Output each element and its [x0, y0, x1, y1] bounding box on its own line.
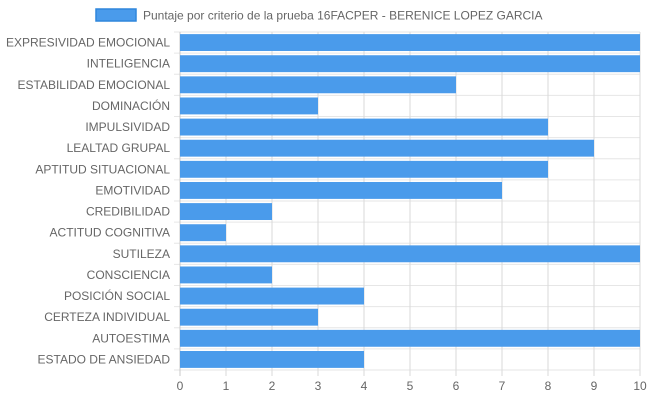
bar[interactable] [180, 287, 364, 305]
category-label: IMPULSIVIDAD [85, 120, 170, 134]
x-tick-label: 6 [453, 379, 460, 393]
bar[interactable] [180, 181, 502, 199]
bar[interactable] [180, 97, 318, 115]
category-label: ESTADO DE ANSIEDAD [38, 352, 171, 366]
bar[interactable] [180, 224, 226, 242]
bar[interactable] [180, 350, 364, 368]
x-tick-label: 5 [407, 379, 414, 393]
x-axis-tick-labels: 0 1 2 3 4 5 6 7 8 9 10 [177, 379, 647, 393]
category-label: ESTABILIDAD EMOCIONAL [18, 78, 171, 92]
bar[interactable] [180, 245, 640, 263]
category-label: CREDIBILIDAD [86, 205, 170, 219]
bar[interactable] [180, 308, 318, 326]
category-label: LEALTAD GRUPAL [67, 141, 171, 155]
x-tick-label: 7 [499, 379, 506, 393]
legend[interactable]: Puntaje por criterio de la prueba 16FACP… [95, 8, 543, 23]
bars [180, 34, 640, 368]
x-tick-label: 10 [633, 379, 647, 393]
x-tick-label: 4 [361, 379, 368, 393]
category-label: DOMINACIÓN [92, 98, 170, 113]
category-label: EMOTIVIDAD [95, 183, 170, 197]
category-label: INTELIGENCIA [87, 57, 170, 71]
category-label: SUTILEZA [113, 247, 170, 261]
category-label: EXPRESIVIDAD EMOCIONAL [6, 36, 170, 50]
category-label: CERTEZA INDIVIDUAL [44, 310, 170, 324]
category-label: POSICIÓN SOCIAL [64, 288, 170, 303]
category-label: APTITUD SITUACIONAL [35, 162, 170, 176]
category-label: ACTITUD COGNITIVA [50, 226, 170, 240]
bar[interactable] [180, 34, 640, 52]
bar[interactable] [180, 118, 548, 136]
bar[interactable] [180, 203, 272, 221]
bar[interactable] [180, 266, 272, 284]
category-labels: EXPRESIVIDAD EMOCIONAL INTELIGENCIA ESTABI… [6, 36, 170, 367]
bar[interactable] [180, 55, 640, 73]
x-tick-label: 8 [545, 379, 552, 393]
x-tick-label: 2 [269, 379, 276, 393]
x-tick-label: 9 [591, 379, 598, 393]
bar[interactable] [180, 76, 456, 94]
x-tick-label: 0 [177, 379, 184, 393]
legend-swatch[interactable] [95, 8, 137, 22]
bar[interactable] [180, 139, 594, 157]
x-tick-label: 3 [315, 379, 322, 393]
x-tick-label: 1 [223, 379, 230, 393]
category-label: AUTOESTIMA [92, 331, 170, 345]
category-label: CONSCIENCIA [87, 268, 170, 282]
bar[interactable] [180, 329, 640, 347]
legend-label[interactable]: Puntaje por criterio de la prueba 16FACP… [143, 9, 543, 23]
bar[interactable] [180, 160, 548, 178]
